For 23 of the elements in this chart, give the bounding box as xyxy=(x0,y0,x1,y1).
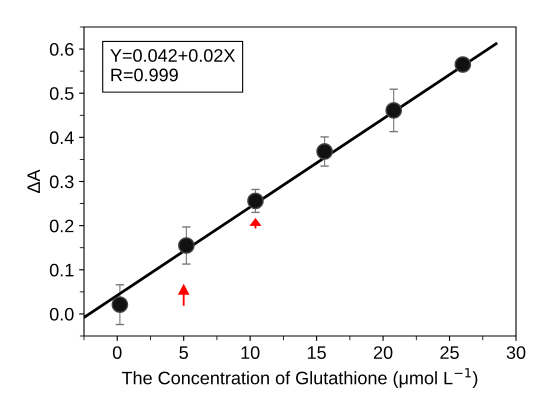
y-tick-label: 0.3 xyxy=(50,175,74,188)
point xyxy=(454,56,472,73)
point xyxy=(247,192,264,210)
y-axis-title: ΔA xyxy=(27,169,40,194)
x-tick-label: 25 xyxy=(440,346,459,359)
point xyxy=(316,143,333,160)
annotation: Y=0.042+0.02X R=0.999 xyxy=(110,49,236,82)
y-tick-label: 0.1 xyxy=(50,264,74,277)
x-axis-title: The Concentration of Glutathione (μmol L$^{−1}$) xyxy=(122,368,478,388)
y-tick-label: 0.5 xyxy=(50,87,74,100)
point xyxy=(385,102,402,119)
x-tick-label: 0 xyxy=(112,346,122,359)
x-tick-label: 15 xyxy=(308,346,326,359)
x-tick-label: 30 xyxy=(506,346,526,359)
y-tick-label: 0.4 xyxy=(50,131,74,144)
point xyxy=(178,237,195,254)
y-tick-label: 0.0 xyxy=(50,308,74,321)
x-tick-label: 5 xyxy=(179,346,188,359)
y-tick-label: 0.2 xyxy=(50,220,74,232)
x-tick-label: 10 xyxy=(241,346,260,359)
y-tick-label: 0.6 xyxy=(50,43,74,56)
x-tick-label: 20 xyxy=(374,346,392,359)
point xyxy=(112,296,128,313)
